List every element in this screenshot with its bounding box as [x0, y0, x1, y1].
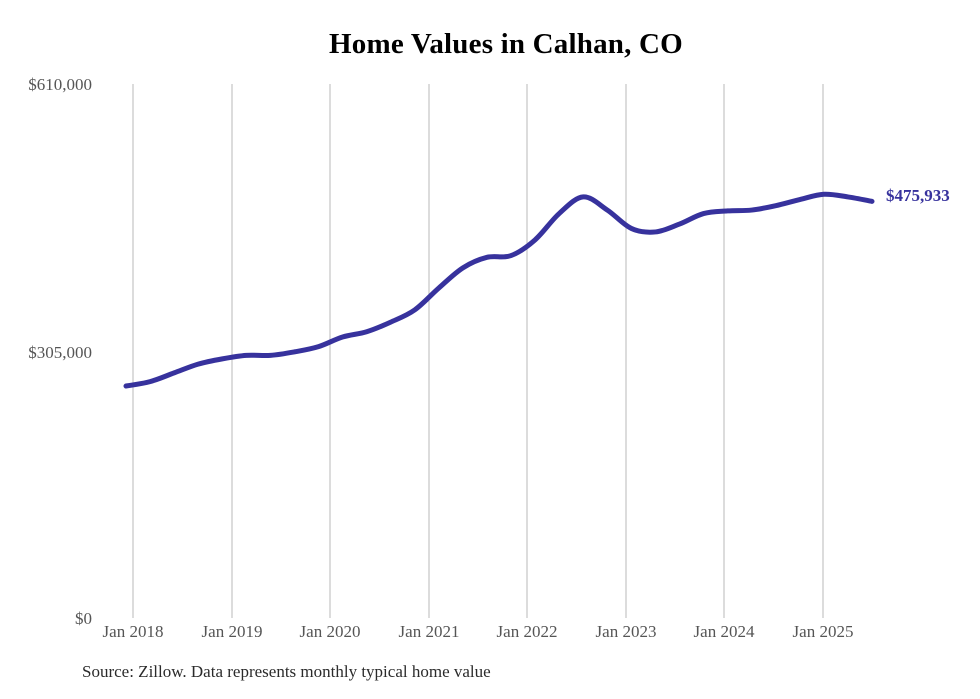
x-tick-label-jan-2018: Jan 2018: [102, 622, 164, 641]
source-note: Source: Zillow. Data represents monthly …: [82, 662, 491, 681]
y-tick-label-0: $0: [75, 609, 92, 628]
x-tick-label-jan-2022: Jan 2022: [496, 622, 558, 641]
end-value-label: $475,933: [886, 186, 950, 205]
gridlines-group: [132, 84, 824, 618]
y-tick-label-305000: $305,000: [28, 343, 92, 362]
x-tick-label-jan-2025: Jan 2025: [792, 622, 854, 641]
x-tick-label-jan-2024: Jan 2024: [693, 622, 755, 641]
x-tick-label-jan-2023: Jan 2023: [595, 622, 657, 641]
x-tick-label-jan-2020: Jan 2020: [299, 622, 361, 641]
x-tick-label-jan-2021: Jan 2021: [398, 622, 460, 641]
chart-title: Home Values in Calhan, CO: [329, 28, 683, 60]
home-value-line: [123, 191, 875, 389]
y-tick-label-610000: $610,000: [28, 75, 92, 94]
x-tick-label-jan-2019: Jan 2019: [201, 622, 263, 641]
